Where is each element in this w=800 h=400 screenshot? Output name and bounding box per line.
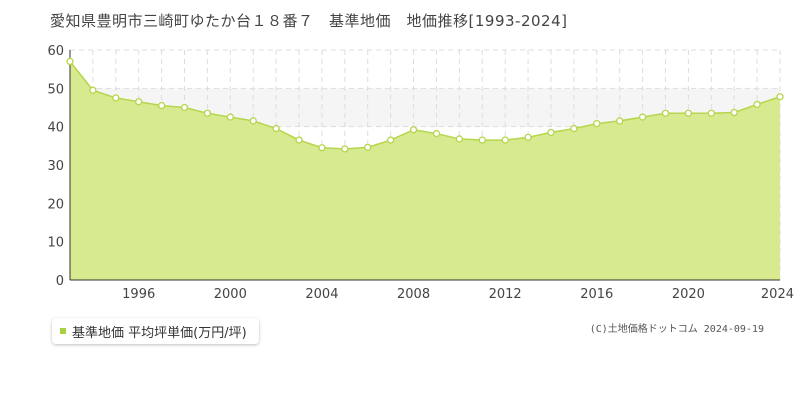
data-point[interactable] xyxy=(226,113,234,121)
legend[interactable]: 基準地価 平均坪単価(万円/坪) xyxy=(52,318,259,344)
series-area xyxy=(70,61,780,280)
data-point[interactable] xyxy=(249,117,257,125)
data-point[interactable] xyxy=(707,109,715,117)
data-point[interactable] xyxy=(570,124,578,133)
data-point[interactable] xyxy=(730,108,738,117)
x-tick-label: 2024 xyxy=(761,287,794,302)
data-point[interactable] xyxy=(753,100,761,109)
data-point[interactable] xyxy=(547,128,555,137)
data-point[interactable] xyxy=(684,109,693,117)
data-point[interactable] xyxy=(180,103,189,112)
y-tick-label: 40 xyxy=(47,121,64,136)
data-point[interactable] xyxy=(776,93,784,101)
data-point[interactable] xyxy=(341,145,349,153)
y-tick-label: 30 xyxy=(47,159,64,174)
data-point[interactable] xyxy=(409,126,418,134)
data-point[interactable] xyxy=(135,98,143,106)
data-point[interactable] xyxy=(386,136,395,144)
copyright-text: (C)土地価格ドットコム 2024-09-19 xyxy=(589,324,764,335)
data-point[interactable] xyxy=(295,136,303,144)
x-tick-label: 2020 xyxy=(672,287,705,302)
legend-label: 基準地価 平均坪単価(万円/坪) xyxy=(72,325,247,341)
data-point[interactable] xyxy=(524,133,532,142)
data-point[interactable] xyxy=(364,143,372,152)
data-point[interactable] xyxy=(478,136,486,144)
x-tick-label: 2012 xyxy=(489,287,522,302)
y-tick-label: 0 xyxy=(56,274,64,289)
data-point[interactable] xyxy=(661,109,670,117)
data-point[interactable] xyxy=(318,144,326,152)
data-point[interactable] xyxy=(593,119,601,128)
y-tick-label: 10 xyxy=(47,236,64,251)
chart-title: 愛知県豊明市三崎町ゆたか台１８番７ 基準地価 地価推移[1993-2024] xyxy=(50,12,568,30)
data-point[interactable] xyxy=(157,101,166,110)
data-point[interactable] xyxy=(203,109,212,117)
x-tick-label: 1996 xyxy=(122,287,155,302)
y-tick-label: 50 xyxy=(47,82,64,97)
data-point[interactable] xyxy=(432,129,441,138)
x-tick-label: 2000 xyxy=(214,287,247,302)
data-point[interactable] xyxy=(455,135,464,143)
data-point[interactable] xyxy=(89,86,97,94)
data-point[interactable] xyxy=(272,124,280,133)
x-tick-label: 2008 xyxy=(397,287,430,302)
x-tick-label: 2004 xyxy=(305,287,338,302)
legend-swatch xyxy=(60,328,66,334)
y-tick-label: 60 xyxy=(47,44,64,59)
data-point[interactable] xyxy=(112,94,120,102)
data-point[interactable] xyxy=(501,136,509,144)
y-tick-label: 20 xyxy=(47,197,64,212)
data-point[interactable] xyxy=(638,113,647,121)
x-tick-label: 2016 xyxy=(580,287,613,302)
data-point[interactable] xyxy=(616,117,624,125)
series-line xyxy=(69,61,781,150)
data-point[interactable] xyxy=(66,57,74,66)
